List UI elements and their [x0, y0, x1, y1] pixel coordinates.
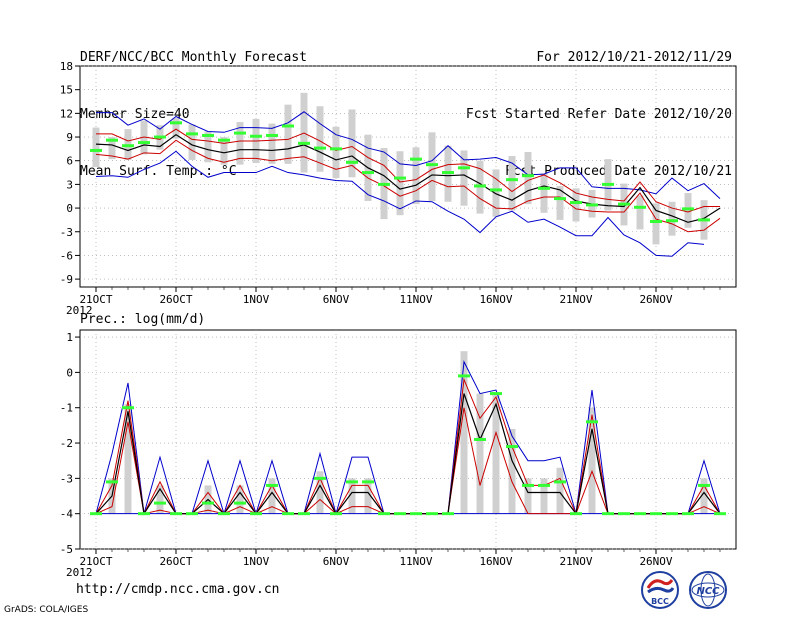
ncc-logo-text: NCC	[696, 586, 720, 597]
member-range-bar	[556, 185, 564, 220]
member-range-bar	[540, 478, 548, 514]
x-tick-label: 16NOV	[479, 293, 512, 306]
member-range-bar	[524, 478, 532, 514]
member-range-bar	[156, 485, 164, 514]
plot-frame-1	[79, 329, 737, 550]
x-tick-label: 1NOV	[243, 555, 270, 568]
series-line-mean	[95, 393, 721, 516]
member-range-bar	[348, 109, 356, 178]
member-range-bar	[284, 104, 292, 164]
member-range-bar	[540, 173, 548, 213]
member-range-bar	[636, 195, 644, 230]
x-tick-label: 21OCT	[79, 293, 112, 306]
y-tick-label: 15	[60, 84, 73, 97]
series-line-min	[95, 150, 705, 257]
member-range-bar	[172, 118, 180, 139]
member-range-bar	[364, 478, 372, 514]
y-tick-label: 1	[66, 331, 73, 344]
series-line-mean	[95, 133, 721, 223]
x-tick-label: 6NOV	[323, 555, 350, 568]
x-tick-label: 21OCT	[79, 555, 112, 568]
bcc-logo-text: BCC	[651, 597, 669, 606]
member-range-bar	[188, 124, 196, 160]
forecast-period: For 2012/10/21-2012/11/29	[536, 50, 732, 65]
member-range-bar	[412, 147, 420, 205]
series-line-minus-std	[95, 139, 721, 233]
member-range-bar	[348, 478, 356, 514]
x-tick-label: 26NOV	[639, 555, 672, 568]
member-range-bar	[268, 478, 276, 514]
member-range-bar	[220, 137, 228, 165]
y-tick-label: 12	[60, 107, 73, 120]
member-range-bar	[236, 485, 244, 514]
member-range-bar	[316, 471, 324, 514]
member-range-bar	[204, 131, 212, 163]
member-range-bar	[492, 393, 500, 514]
series-line-max	[95, 360, 721, 516]
x-tick-label: 26OCT	[159, 555, 192, 568]
bcc-logo: BCC	[641, 571, 679, 609]
member-range-bar	[492, 169, 500, 217]
y-tick-label: 3	[66, 178, 73, 191]
chart-title: DERF/NCC/BCC Monthly Forecast	[80, 50, 307, 65]
series-line-minus-std	[95, 407, 721, 515]
y-tick-label: -3	[60, 226, 73, 239]
y-tick-label: -6	[60, 249, 73, 262]
x-tick-label: 11NOV	[399, 293, 432, 306]
x-tick-label: 26NOV	[639, 293, 672, 306]
member-range-bar	[396, 151, 404, 216]
y-tick-label: -4	[60, 508, 74, 521]
y-tick-label: 9	[66, 131, 73, 144]
member-range-bar	[428, 132, 436, 201]
series-line-max	[96, 111, 721, 199]
member-range-bar	[652, 203, 660, 245]
member-range-bar	[108, 137, 116, 160]
member-range-bar	[668, 201, 676, 236]
member-range-bar	[508, 155, 516, 211]
member-range-bar	[92, 127, 100, 168]
x-tick-label: 26OCT	[159, 293, 192, 306]
x-year-label: 2012	[66, 566, 93, 579]
member-range-bar	[316, 106, 324, 172]
member-range-bar	[572, 188, 580, 222]
series-line-plus-std	[96, 128, 720, 213]
x-tick-label: 16NOV	[479, 555, 512, 568]
member-range-bar	[556, 467, 564, 514]
precip-title: Prec.: log(mm/d)	[80, 312, 205, 327]
y-tick-label: -9	[60, 273, 73, 286]
y-tick-label: -1	[60, 402, 73, 415]
x-tick-label: 6NOV	[323, 293, 350, 306]
plot-frame-0	[79, 65, 737, 288]
x-tick-label: 21NOV	[559, 293, 592, 306]
member-range-bar	[124, 404, 132, 514]
member-range-bar	[460, 150, 468, 206]
series-line-plus-std	[95, 377, 721, 516]
y-tick-label: -5	[60, 543, 73, 556]
y-tick-label: -2	[60, 437, 73, 450]
y-tick-label: 0	[66, 202, 73, 215]
member-range-bar	[268, 123, 276, 164]
x-tick-label: 11NOV	[399, 555, 432, 568]
y-tick-label: 6	[66, 155, 73, 168]
x-year-label: 2012	[66, 304, 93, 317]
footer-url[interactable]: http://cmdp.ncc.cma.gov.cn	[76, 582, 280, 597]
member-range-bar	[700, 478, 708, 514]
member-range-bar	[476, 393, 484, 514]
member-range-bar	[508, 428, 516, 514]
y-tick-label: 18	[60, 60, 73, 73]
member-range-bar	[236, 122, 244, 165]
member-range-bar	[588, 407, 596, 514]
x-tick-label: 21NOV	[559, 555, 592, 568]
grads-credit: GrADS: COLA/IGES	[4, 605, 89, 615]
member-range-bar	[332, 126, 340, 179]
y-tick-label: -3	[60, 472, 73, 485]
ncc-logo: NCC	[689, 571, 727, 609]
x-tick-label: 1NOV	[243, 293, 270, 306]
fcst-started-date: Fcst Started Refer Date 2012/10/20	[465, 107, 732, 122]
y-tick-label: 0	[66, 366, 73, 379]
member-range-bar	[524, 152, 532, 205]
member-range-bar	[460, 351, 468, 514]
member-range-bar	[684, 193, 692, 228]
